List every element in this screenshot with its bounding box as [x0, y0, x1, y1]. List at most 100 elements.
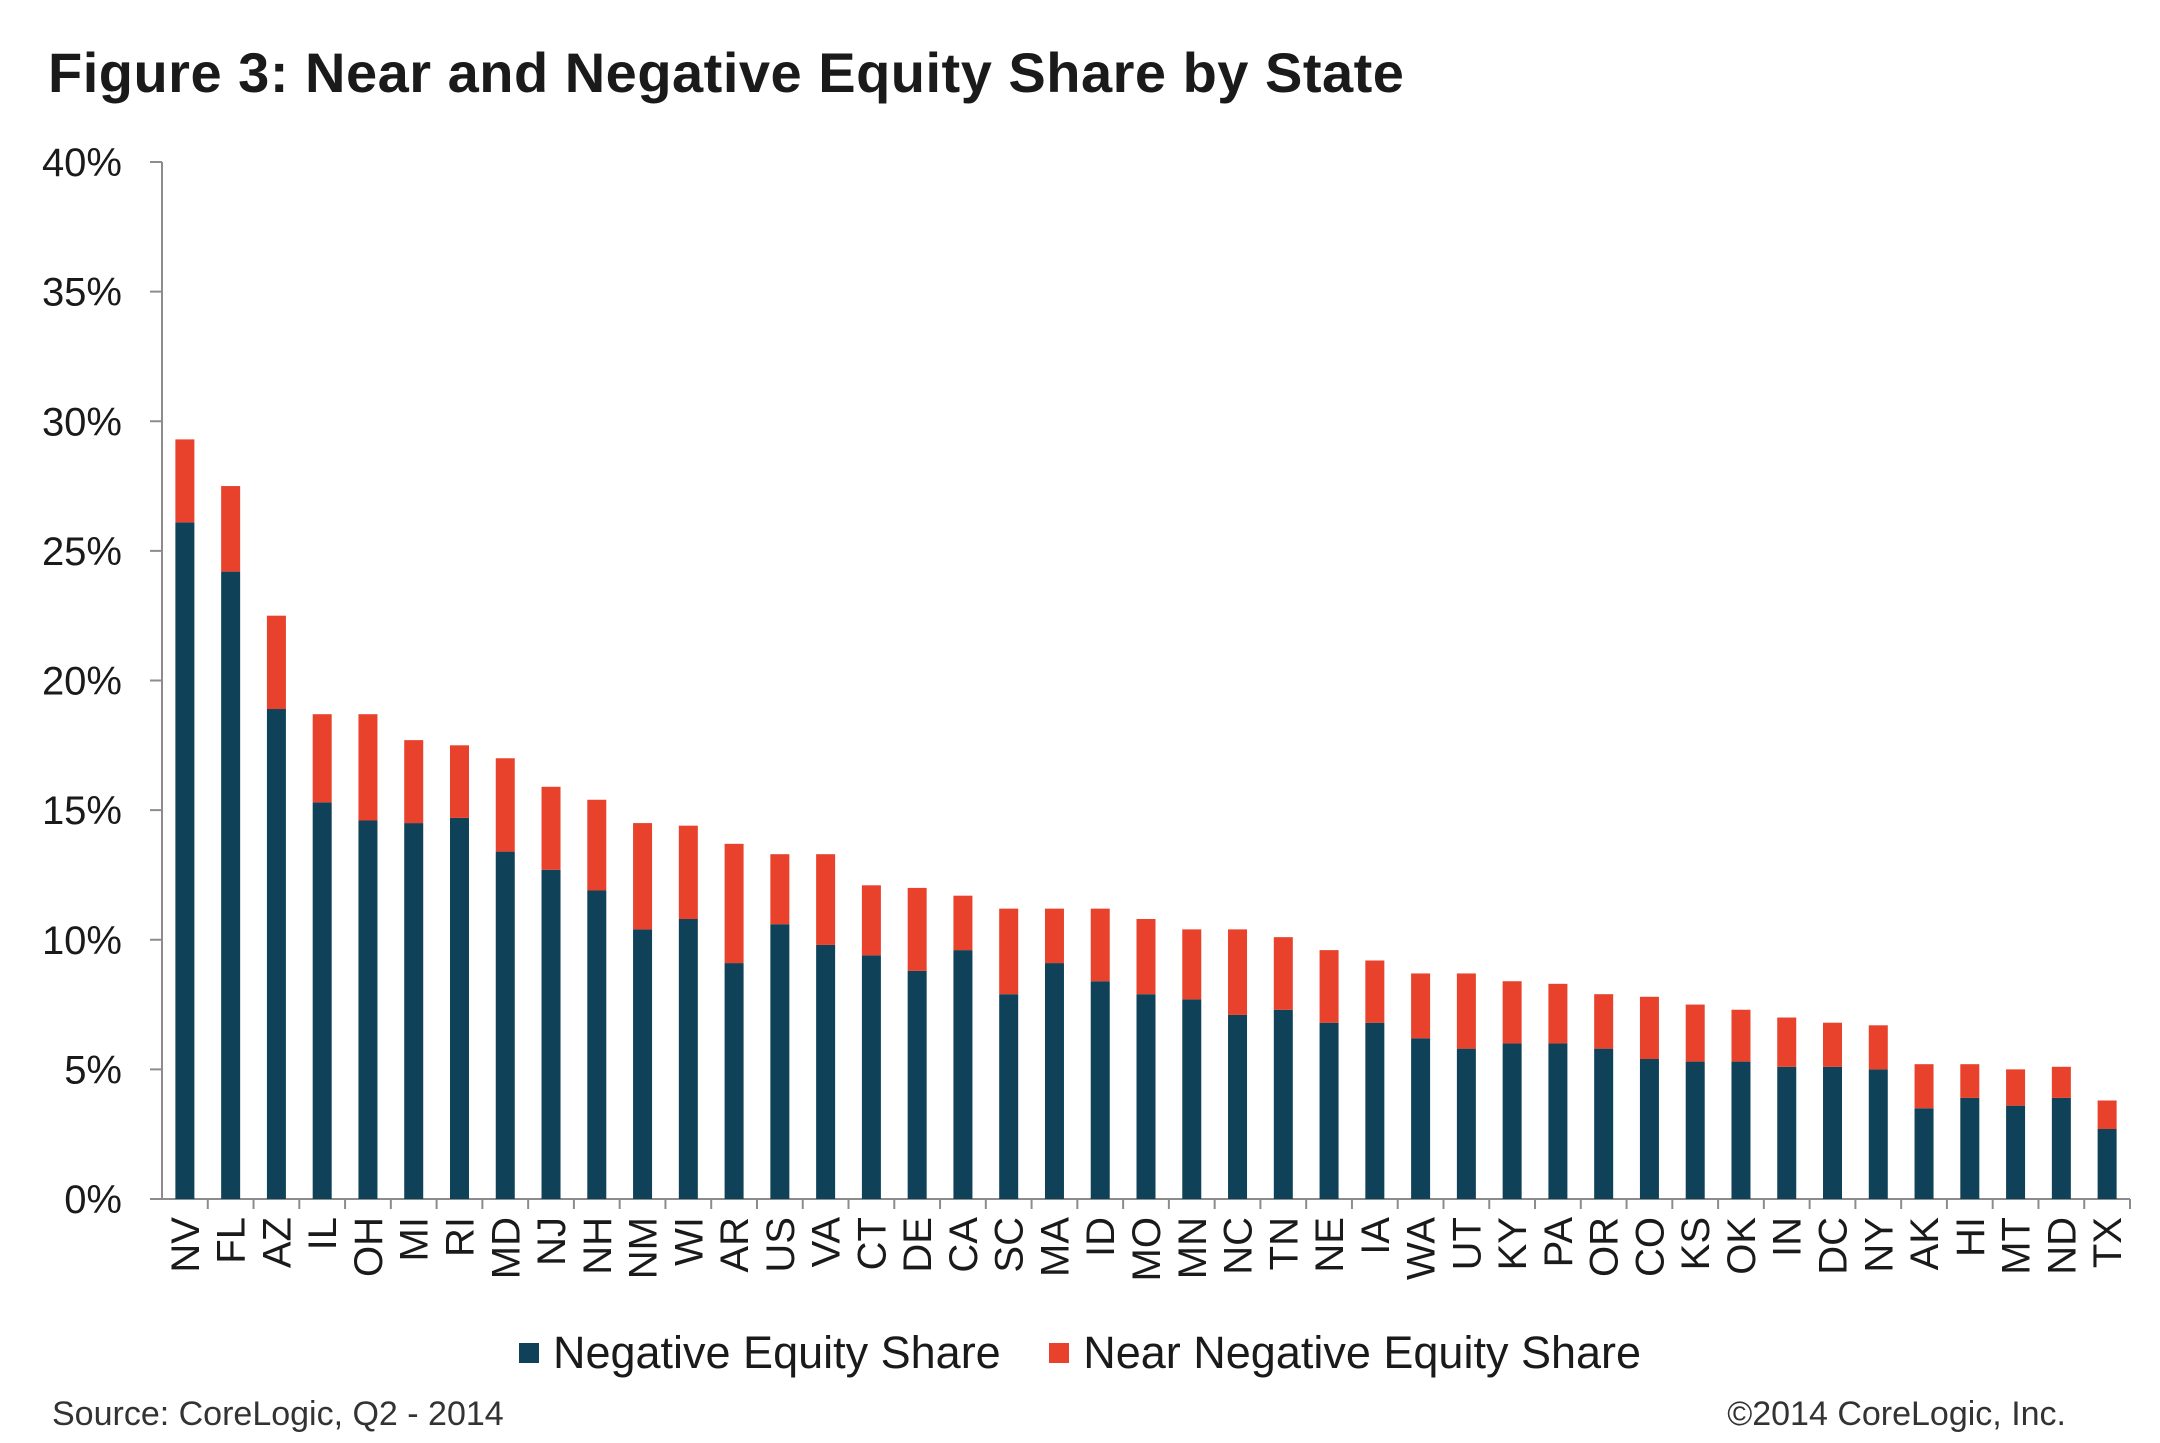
y-tick-label: 5% [64, 1048, 122, 1092]
x-tick-label: MO [1125, 1217, 1169, 1281]
bar-near-negative-equity [266, 615, 286, 710]
x-tick-label: OR [1583, 1217, 1627, 1277]
bar-negative-equity [1228, 1014, 1248, 1199]
bar-negative-equity [1411, 1038, 1431, 1199]
bar-near-negative-equity [678, 825, 698, 920]
bar-negative-equity [2006, 1105, 2026, 1199]
bar-negative-equity [312, 802, 332, 1199]
chart-plot: 0%5%10%15%20%25%30%35%40%NV FL AZ IL OH MI RI M… [42, 141, 2131, 1281]
bar-near-negative-equity [1594, 994, 1614, 1049]
y-tick-label: 10% [42, 919, 122, 963]
bar-negative-equity [587, 890, 607, 1199]
y-tick-label: 0% [64, 1178, 122, 1222]
y-tick-label: 30% [42, 400, 122, 444]
x-tick-label: US [759, 1217, 803, 1273]
bar-near-negative-equity [541, 786, 561, 870]
x-tick-label: NV [164, 1217, 208, 1273]
x-tick-label: VA [805, 1217, 849, 1268]
bar-negative-equity [907, 970, 927, 1199]
bar-negative-equity [1868, 1069, 1888, 1199]
x-tick-label: IN [1766, 1217, 1810, 1257]
y-tick-label: 40% [42, 141, 122, 185]
bar-negative-equity [770, 924, 790, 1199]
bar-near-negative-equity [1639, 996, 1659, 1060]
x-tick-label: OH [347, 1217, 391, 1277]
bar-negative-equity [953, 950, 973, 1199]
x-tick-label: CA [942, 1217, 986, 1273]
bar-negative-equity [999, 994, 1019, 1199]
x-tick-label: UT [1445, 1217, 1489, 1270]
bar-near-negative-equity [953, 895, 973, 951]
bar-negative-equity [724, 963, 744, 1199]
bar-negative-equity [1914, 1108, 1934, 1199]
legend-swatch-near-negative-equity [1049, 1343, 1070, 1363]
x-tick-label: MA [1033, 1217, 1077, 1277]
bar-near-negative-equity [1365, 960, 1385, 1023]
bar-near-negative-equity [1136, 919, 1156, 995]
bar-near-negative-equity [358, 714, 378, 821]
bar-negative-equity [1731, 1061, 1751, 1199]
bar-negative-equity [2051, 1097, 2071, 1199]
x-tick-label: AR [713, 1217, 757, 1273]
legend-item-negative-equity: Negative Equity Share [518, 1327, 1001, 1379]
bar-negative-equity [816, 944, 836, 1199]
x-tick-label: ND [2040, 1217, 2084, 1275]
bar-negative-equity [1182, 999, 1202, 1199]
bar-near-negative-equity [1228, 929, 1248, 1015]
bar-near-negative-equity [1960, 1064, 1980, 1098]
bar-negative-equity [266, 709, 286, 1199]
bar-negative-equity [495, 851, 515, 1199]
x-tick-label: NH [576, 1217, 620, 1275]
bar-near-negative-equity [1548, 983, 1568, 1044]
bar-negative-equity [861, 955, 881, 1199]
bar-near-negative-equity [1823, 1022, 1843, 1067]
bar-near-negative-equity [404, 740, 424, 824]
bar-near-negative-equity [1319, 950, 1339, 1023]
bar-near-negative-equity [1914, 1064, 1934, 1109]
bar-near-negative-equity [1273, 937, 1293, 1010]
legend-item-near-negative-equity: Near Negative Equity Share [1049, 1327, 1641, 1379]
bar-near-negative-equity [1502, 981, 1522, 1044]
x-tick-label: WI [667, 1217, 711, 1266]
source-note: Source: CoreLogic, Q2 - 2014 [52, 1395, 504, 1433]
bar-near-negative-equity [2006, 1069, 2026, 1106]
bar-negative-equity [1273, 1009, 1293, 1199]
bar-negative-equity [1548, 1043, 1568, 1199]
x-tick-label: TX [2086, 1217, 2130, 1268]
x-tick-label: DC [1812, 1217, 1856, 1275]
bar-near-negative-equity [999, 908, 1019, 995]
bar-negative-equity [175, 522, 195, 1199]
x-tick-label: NE [1308, 1217, 1352, 1273]
x-tick-label: MN [1171, 1217, 1215, 1279]
bar-negative-equity [1044, 963, 1064, 1199]
y-tick-label: 35% [42, 271, 122, 315]
bar-near-negative-equity [633, 823, 653, 930]
bar-near-negative-equity [1182, 929, 1202, 1000]
bar-near-negative-equity [1090, 908, 1110, 982]
copyright-note: ©2014 CoreLogic, Inc. [1727, 1395, 2066, 1433]
bar-negative-equity [1090, 981, 1110, 1199]
bar-negative-equity [449, 817, 469, 1199]
bar-negative-equity [1823, 1066, 1843, 1199]
bar-negative-equity [1365, 1022, 1385, 1199]
bar-negative-equity [1502, 1043, 1522, 1199]
x-tick-label: AK [1903, 1217, 1947, 1271]
x-tick-label: NC [1217, 1217, 1261, 1275]
bar-negative-equity [1960, 1097, 1980, 1199]
x-tick-label: ID [1079, 1217, 1123, 1257]
x-tick-label: CT [850, 1217, 894, 1270]
bar-near-negative-equity [770, 854, 790, 925]
bar-near-negative-equity [495, 758, 515, 852]
bar-near-negative-equity [1685, 1004, 1705, 1062]
bar-near-negative-equity [907, 887, 927, 971]
x-tick-label: MT [1995, 1217, 2039, 1275]
bar-negative-equity [1685, 1061, 1705, 1199]
x-tick-label: DE [896, 1217, 940, 1273]
bar-negative-equity [633, 929, 653, 1199]
y-tick-label: 15% [42, 789, 122, 833]
x-tick-label: RI [438, 1217, 482, 1257]
x-tick-label: NY [1857, 1217, 1901, 1273]
bar-negative-equity [1136, 994, 1156, 1199]
bar-near-negative-equity [312, 714, 332, 803]
bar-negative-equity [1639, 1059, 1659, 1199]
